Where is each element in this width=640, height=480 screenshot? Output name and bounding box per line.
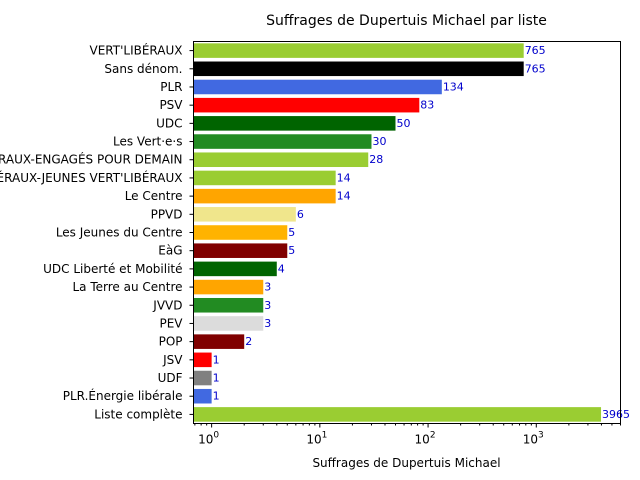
x-tick-label: 103	[523, 431, 544, 447]
bar	[193, 297, 264, 313]
category-label: VERT'LIBÉRAUX-JEUNES VERT'LIBÉRAUX	[0, 170, 183, 185]
bar	[193, 134, 372, 149]
bar	[193, 279, 264, 295]
x-tick-label: 101	[306, 431, 327, 447]
category-label: UDC Liberté et Mobilité	[43, 262, 182, 276]
x-tick-label: 102	[415, 431, 436, 447]
value-label: 1	[213, 353, 220, 366]
category-labels: VERT'LIBÉRAUX Sans dénom. PLR PSV UDC Les Ver…	[0, 43, 194, 421]
bar	[193, 407, 602, 422]
x-tick-exponent: 0	[213, 431, 219, 441]
category-label: PPVD	[151, 207, 183, 221]
value-label: 5	[288, 244, 295, 257]
bar	[193, 61, 524, 77]
bar	[193, 261, 277, 277]
category-label: La Terre au Centre	[72, 280, 182, 294]
category-label: Les Jeunes du Centre	[56, 226, 183, 240]
bar	[193, 116, 396, 131]
category-label: Le Centre	[125, 189, 183, 203]
value-label: 3	[264, 299, 271, 312]
x-tick-label: 100	[198, 431, 219, 447]
value-label: 14	[337, 171, 351, 184]
category-label: PSV	[159, 98, 183, 112]
bar	[193, 207, 296, 222]
bar	[193, 152, 369, 168]
bar	[193, 170, 336, 186]
plot-frame	[193, 41, 621, 424]
bar	[193, 97, 420, 113]
bar	[193, 316, 264, 331]
bar	[193, 334, 245, 349]
value-label: 30	[372, 135, 386, 148]
bar	[193, 79, 442, 95]
value-label: 6	[297, 208, 304, 221]
bar	[193, 370, 212, 386]
x-tick-exponent: 1	[322, 431, 328, 441]
value-label: 14	[337, 190, 351, 203]
value-label: 1	[213, 390, 220, 403]
value-label: 1	[213, 372, 220, 385]
value-label: 3965	[602, 408, 630, 421]
category-label: Liste complète	[94, 407, 182, 421]
value-label: 3	[264, 317, 271, 330]
category-label: PLR.Énergie libérale	[63, 388, 183, 403]
x-axis-ticks: 100 101 102 103	[194, 423, 621, 447]
category-label: PEV	[159, 316, 183, 330]
category-label: PLR	[160, 80, 182, 94]
chart-title: Suffrages de Dupertuis Michael par liste	[266, 13, 547, 29]
bar	[193, 388, 212, 404]
bar	[193, 188, 336, 204]
category-label: Sans dénom.	[104, 62, 182, 76]
x-axis-title: Suffrages de Dupertuis Michael	[312, 456, 500, 470]
x-tick-exponent: 3	[538, 431, 544, 441]
x-tick-exponent: 2	[430, 431, 436, 441]
category-label: POP	[159, 335, 183, 349]
category-label: JVVD	[152, 298, 182, 312]
value-label: 4	[278, 262, 285, 275]
category-label: JSV	[162, 353, 183, 367]
value-label: 50	[396, 117, 410, 130]
value-label: 5	[288, 226, 295, 239]
value-label: 3	[264, 281, 271, 294]
bars-group	[193, 43, 602, 422]
bar	[193, 225, 288, 240]
value-label: 2	[245, 335, 252, 348]
bar	[193, 352, 212, 368]
bar	[193, 43, 524, 58]
category-label: VERT'LIBÉRAUX-ENGAGÉS POUR DEMAIN	[0, 152, 183, 167]
bar	[193, 243, 288, 258]
value-label: 134	[443, 80, 464, 93]
category-label: UDC	[156, 116, 182, 130]
category-label: VERT'LIBÉRAUX	[90, 43, 183, 58]
value-label: 83	[420, 99, 434, 112]
category-label: EàG	[158, 244, 182, 258]
value-label: 28	[369, 153, 383, 166]
category-label: UDF	[158, 371, 183, 385]
value-label: 765	[525, 44, 546, 57]
category-label: Les Vert·e·s	[113, 135, 183, 149]
value-label: 765	[525, 62, 546, 75]
